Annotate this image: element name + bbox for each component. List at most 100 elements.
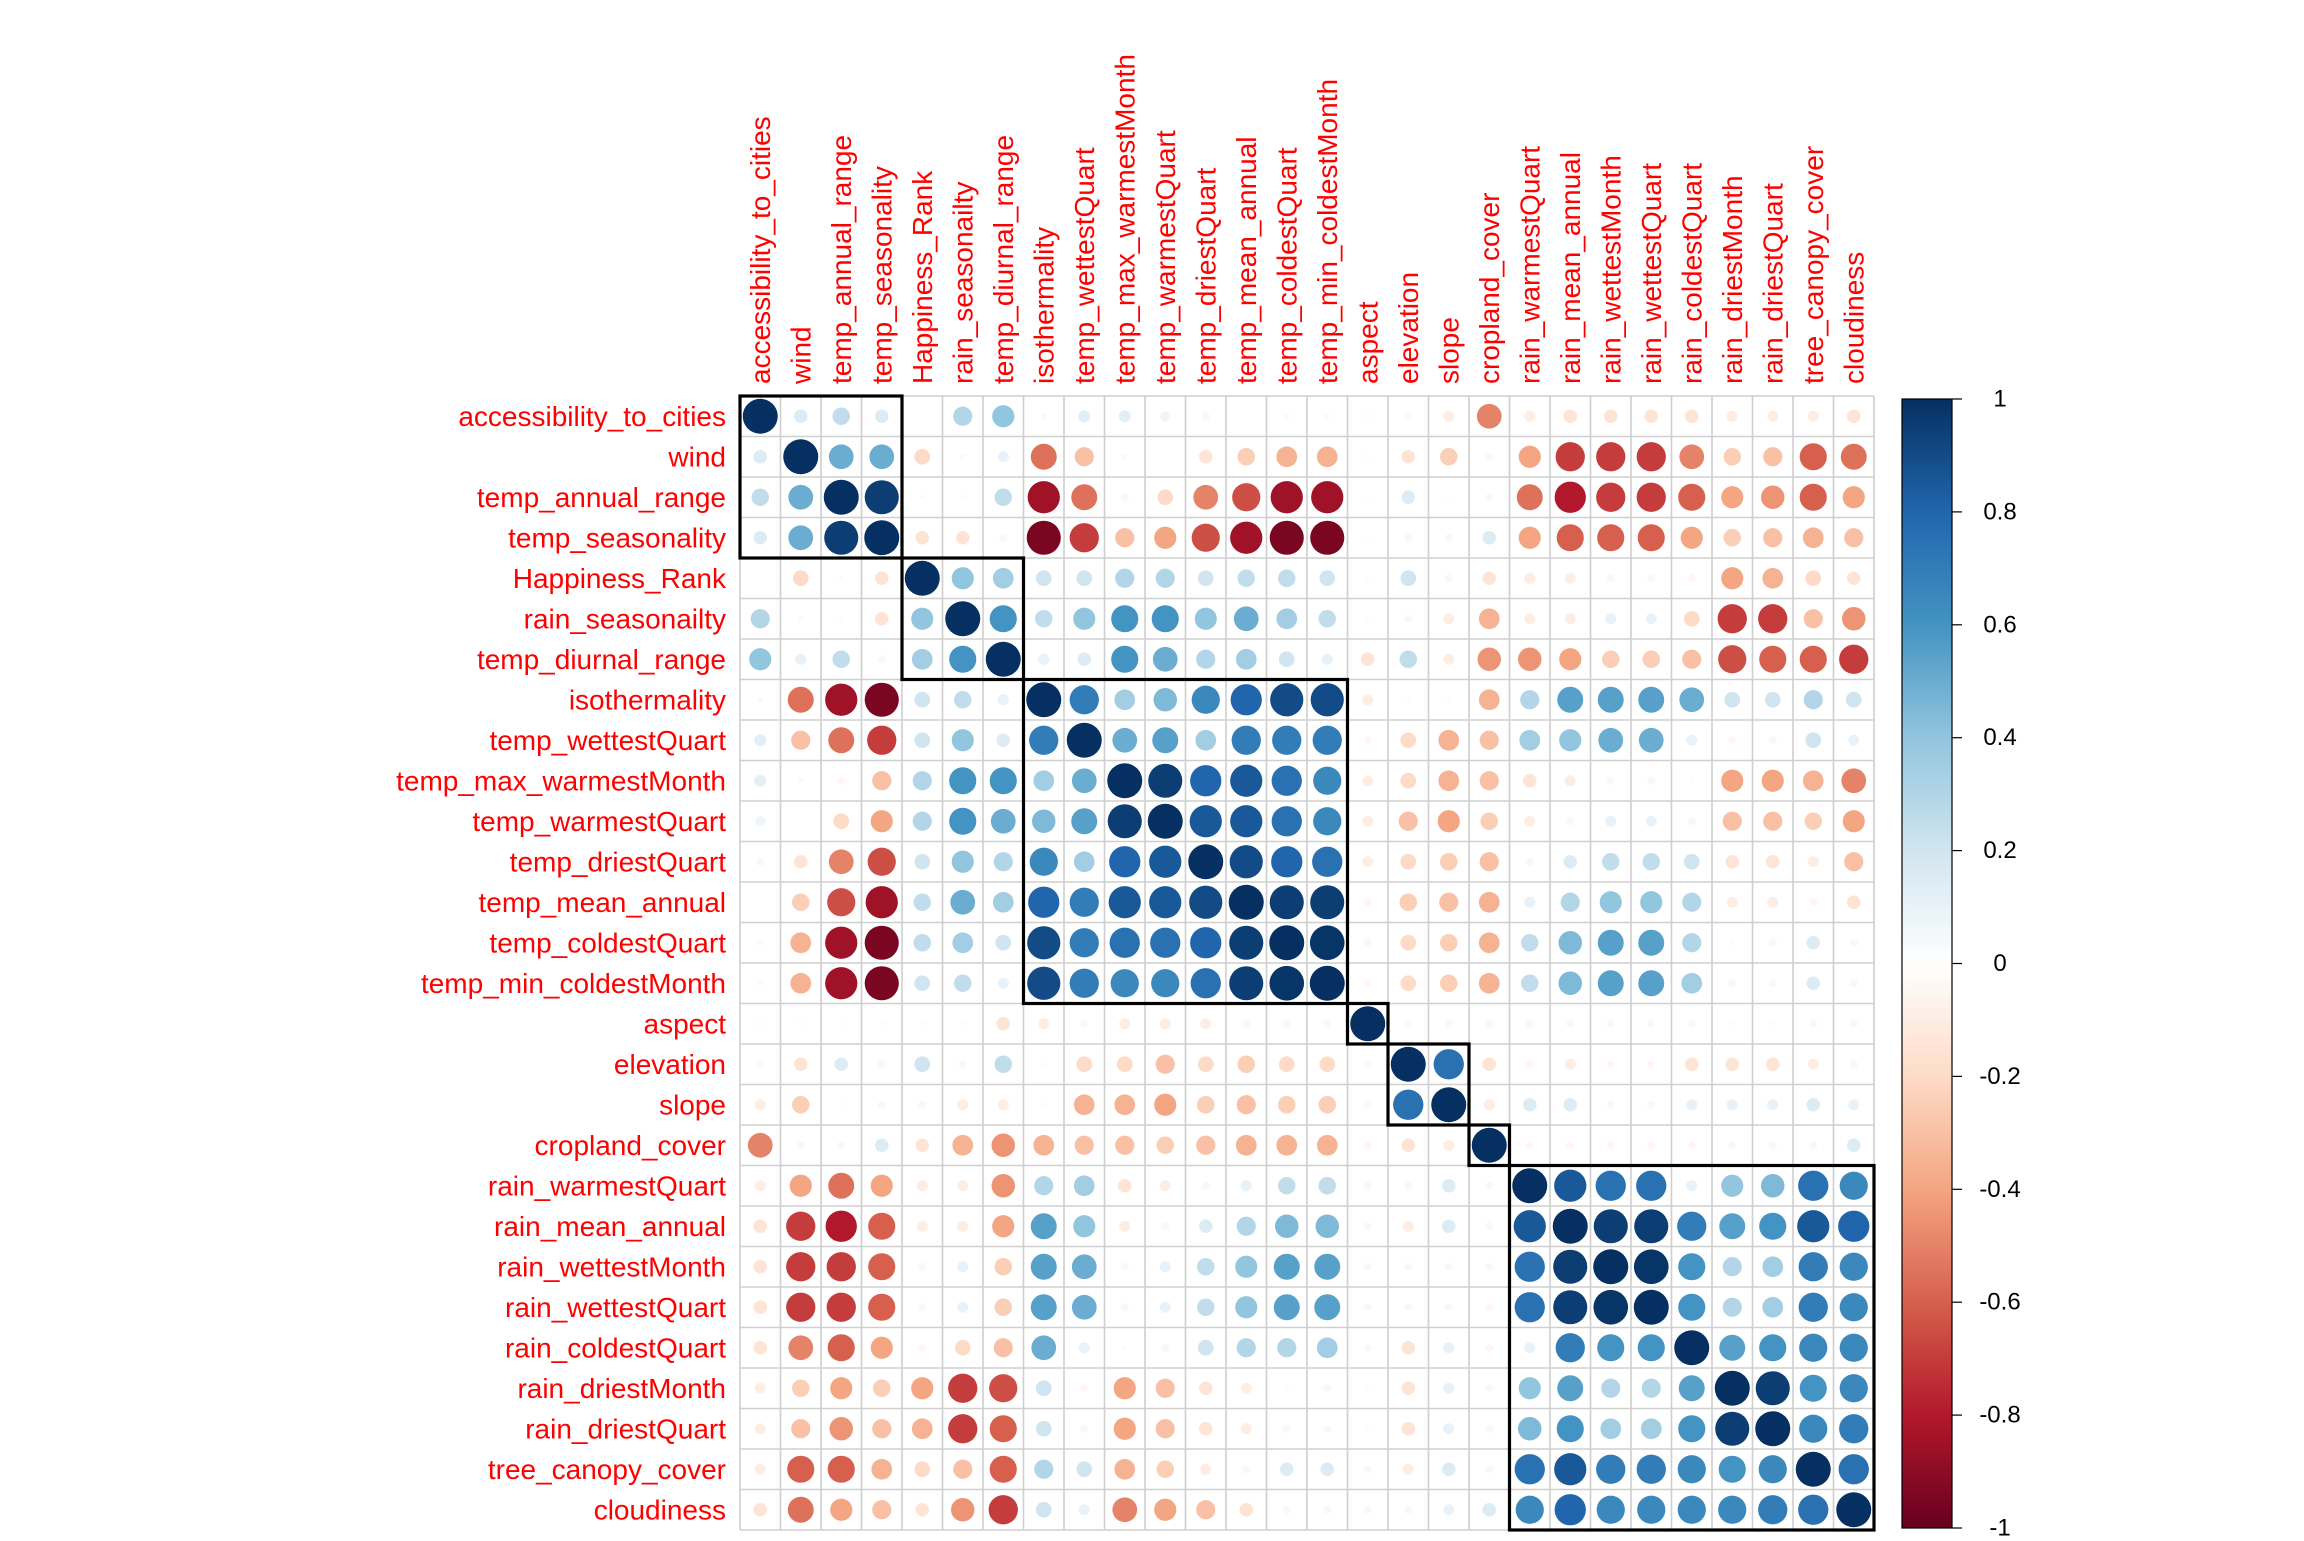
colorbar-tick-label: 0.6 — [1983, 611, 2016, 638]
corr-circle-23-5 — [954, 1339, 971, 1356]
corr-circle-14-21 — [1597, 970, 1624, 997]
corr-circle-18-14 — [1316, 1134, 1338, 1156]
corr-circle-19-7 — [1034, 1176, 1054, 1196]
row-label-15: aspect — [644, 1008, 727, 1039]
corr-circle-22-22 — [1633, 1289, 1669, 1325]
corr-circle-1-22 — [1636, 442, 1666, 472]
corr-circle-2-6 — [994, 488, 1012, 506]
corr-circle-0-7 — [1040, 413, 1047, 420]
corr-circle-20-2 — [825, 1210, 857, 1242]
cluster-layer — [738, 394, 1876, 1532]
corr-circle-3-9 — [1115, 528, 1135, 548]
corr-circle-9-4 — [912, 771, 932, 791]
corr-circle-7-15 — [1362, 694, 1374, 706]
corr-circle-24-12 — [1240, 1382, 1252, 1394]
corr-circle-7-4 — [914, 691, 931, 708]
corr-circle-23-19 — [1524, 1342, 1536, 1354]
corr-circle-10-10 — [1147, 803, 1183, 839]
corr-circle-25-17 — [1443, 1423, 1455, 1435]
corr-circle-21-4 — [918, 1262, 927, 1271]
corr-circle-12-5 — [950, 889, 976, 915]
corr-circle-4-4 — [904, 560, 940, 596]
corr-circle-11-1 — [793, 854, 808, 869]
corr-circle-0-3 — [874, 409, 889, 424]
cluster-rect-4 — [1386, 1042, 1471, 1127]
corr-circle-19-27 — [1839, 1171, 1868, 1200]
corr-circle-16-18 — [1482, 1057, 1497, 1072]
corr-circle-15-24 — [1729, 1021, 1735, 1027]
corr-circle-24-10 — [1155, 1378, 1175, 1398]
corr-circle-27-5 — [951, 1498, 975, 1522]
corr-circle-3-25 — [1763, 528, 1783, 548]
corr-circle-18-26 — [1809, 1141, 1818, 1150]
corr-circle-21-14 — [1314, 1253, 1341, 1280]
corr-circle-20-12 — [1236, 1216, 1256, 1236]
corr-circle-23-0 — [753, 1340, 768, 1355]
corr-circle-6-25 — [1759, 645, 1787, 673]
corr-circle-25-18 — [1485, 1424, 1494, 1433]
cluster-rect-0 — [738, 394, 904, 560]
corr-circle-15-22 — [1647, 1019, 1656, 1028]
corr-circle-21-18 — [1485, 1262, 1494, 1271]
corr-circle-16-12 — [1237, 1055, 1255, 1073]
corr-circle-4-8 — [1076, 570, 1093, 587]
corr-circle-2-2 — [823, 479, 859, 515]
corr-circle-9-1 — [797, 777, 804, 784]
corr-circle-25-15 — [1365, 1426, 1371, 1432]
corr-circle-9-8 — [1071, 768, 1097, 794]
colorbar-tick-label: 1 — [1993, 386, 2006, 413]
corr-circle-5-10 — [1151, 605, 1179, 633]
corr-circle-18-23 — [1687, 1141, 1696, 1150]
corr-circle-0-24 — [1726, 410, 1738, 422]
corr-circle-3-15 — [1365, 535, 1371, 541]
corr-circle-0-16 — [1404, 412, 1413, 421]
corr-circle-18-0 — [747, 1132, 773, 1158]
corr-circle-2-21 — [1596, 482, 1626, 512]
corr-circle-19-26 — [1798, 1170, 1829, 1201]
corr-circle-19-6 — [991, 1174, 1015, 1198]
corr-circle-7-8 — [1069, 685, 1099, 715]
col-label-24: rain_driestMonth — [1717, 175, 1748, 384]
corr-circle-13-5 — [952, 932, 974, 954]
corr-circle-26-10 — [1156, 1460, 1174, 1478]
corr-circle-12-6 — [992, 891, 1014, 913]
corr-circle-19-17 — [1441, 1178, 1456, 1193]
corr-circle-8-24 — [1728, 736, 1737, 745]
corr-circle-18-1 — [796, 1141, 805, 1150]
corr-circle-22-17 — [1444, 1303, 1453, 1312]
corr-circle-25-2 — [829, 1417, 853, 1441]
corr-circle-16-13 — [1278, 1056, 1295, 1073]
corr-circle-17-17 — [1431, 1087, 1467, 1123]
corr-circle-10-24 — [1722, 811, 1742, 831]
corr-circle-25-25 — [1755, 1411, 1791, 1447]
corr-circle-13-27 — [1849, 938, 1858, 947]
col-label-18: cropland_cover — [1474, 193, 1505, 384]
corr-circle-11-21 — [1602, 853, 1620, 871]
col-label-19: rain_warmestQuart — [1514, 146, 1545, 384]
corr-circle-6-2 — [832, 650, 850, 668]
corr-circle-13-23 — [1682, 933, 1702, 953]
row-label-27: cloudiness — [594, 1494, 726, 1525]
corr-circle-17-8 — [1073, 1094, 1095, 1116]
corr-circle-24-24 — [1714, 1370, 1750, 1406]
corr-circle-8-20 — [1559, 729, 1582, 752]
corr-circle-23-27 — [1839, 1333, 1868, 1362]
corr-circle-8-17 — [1438, 729, 1460, 751]
corr-circle-12-27 — [1846, 895, 1861, 910]
corr-circle-5-1 — [797, 615, 804, 622]
corr-circle-6-11 — [1196, 649, 1216, 669]
corr-circle-5-9 — [1111, 605, 1139, 633]
corr-circle-6-15 — [1360, 652, 1375, 667]
corr-circle-6-21 — [1602, 650, 1620, 668]
corr-circle-26-24 — [1718, 1455, 1746, 1483]
corr-circle-21-19 — [1514, 1251, 1545, 1282]
corr-circle-25-22 — [1640, 1418, 1662, 1440]
colorbar: 1 0.8 0.6 0.4 0.2 0 -0.2 -0.4 -0.6 -0.8 -1 — [1901, 386, 2021, 1541]
corr-circle-25-7 — [1035, 1420, 1052, 1437]
corr-circle-10-15 — [1362, 815, 1374, 827]
corr-circle-3-13 — [1269, 520, 1304, 555]
corr-circle-22-13 — [1273, 1294, 1300, 1321]
corr-circle-6-26 — [1799, 645, 1827, 673]
corr-circle-14-14 — [1309, 965, 1345, 1001]
corr-circle-10-19 — [1524, 815, 1536, 827]
